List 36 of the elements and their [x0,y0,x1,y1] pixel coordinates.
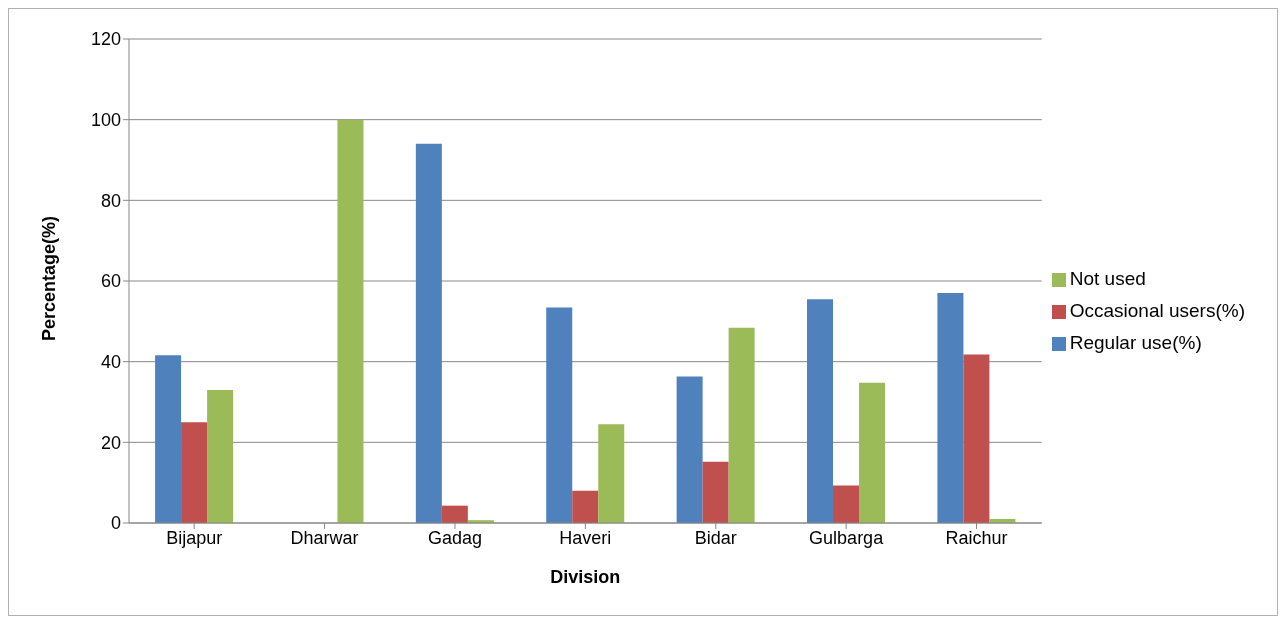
y-axis-title: Percentage(%) [39,215,60,341]
legend-label: Occasional users(%) [1069,300,1245,321]
y-tick-label: 60 [100,271,121,292]
y-tick-label: 40 [100,352,121,373]
y-tick-label: 80 [100,190,121,211]
bar [546,307,573,523]
bar [337,119,364,523]
x-tick-label: Gulbarga [809,527,885,548]
bar [937,293,964,523]
bar [859,382,886,523]
x-tick-label: Dharwar [290,527,359,548]
bar [807,299,834,523]
bar [181,422,208,523]
y-tick-label: 100 [90,110,121,131]
bar [676,376,703,523]
bar [598,424,625,523]
bar [155,355,182,523]
y-tick-label: 120 [90,29,121,50]
legend-label: Not used [1069,268,1146,289]
x-tick-label: Raichur [945,527,1008,548]
x-tick-label: Bidar [694,527,737,548]
x-tick-label: Gadag [427,527,482,548]
y-tick-label: 0 [110,513,121,534]
bar [207,389,234,523]
bar [441,505,468,523]
bar [702,461,729,523]
bar [728,327,755,523]
x-tick-label: Bijapur [166,527,223,548]
bar [963,354,990,523]
x-axis-title: Division [550,567,621,587]
bar [415,143,442,523]
y-tick-label: 20 [100,432,121,453]
bar [833,485,860,523]
legend-label: Regular use(%) [1069,332,1202,353]
bar [572,490,599,523]
x-tick-label: Haveri [559,527,612,548]
